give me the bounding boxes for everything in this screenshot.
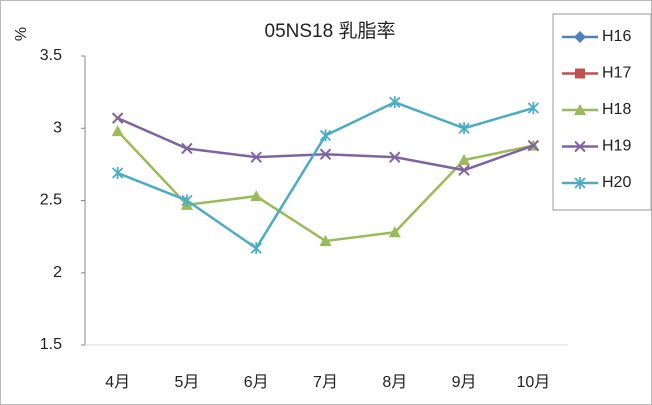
legend-marker	[575, 68, 585, 79]
x-tick-label: 7月	[313, 374, 338, 391]
y-tick-label: 3.5	[40, 47, 62, 64]
y-axis-label: %	[13, 27, 30, 41]
legend-label: H16	[602, 28, 631, 45]
chart-title: 05NS18 乳脂率	[265, 20, 396, 42]
x-tick-label: 8月	[382, 374, 407, 391]
y-tick-label: 2	[53, 264, 62, 281]
legend-label: H20	[602, 174, 631, 191]
legend-marker	[574, 177, 586, 189]
marker	[181, 194, 193, 207]
marker	[319, 234, 332, 246]
marker	[527, 139, 540, 152]
legend-marker	[574, 31, 586, 43]
legend-label: H17	[602, 65, 631, 82]
y-tick-label: 1.5	[40, 336, 62, 353]
legend-label: H18	[602, 101, 631, 118]
marker	[111, 112, 124, 124]
marker	[250, 151, 262, 163]
marker	[389, 151, 401, 163]
legend-box	[552, 13, 652, 211]
x-tick-label: 4月	[105, 374, 130, 391]
marker	[458, 122, 470, 135]
marker	[319, 148, 332, 160]
x-tick-label: 9月	[452, 374, 477, 391]
x-tick-label: 6月	[244, 374, 269, 391]
marker	[319, 129, 332, 142]
marker	[527, 102, 539, 115]
marker	[389, 96, 401, 109]
legend-label: H19	[602, 138, 631, 155]
marker	[112, 167, 124, 180]
marker	[181, 142, 193, 155]
marker	[250, 242, 262, 255]
x-tick-label: 5月	[174, 374, 199, 391]
y-tick-label: 2.5	[40, 192, 62, 209]
legend-marker	[574, 104, 586, 115]
marker	[458, 154, 471, 166]
y-tick-label: 3	[53, 119, 62, 136]
marker	[458, 164, 470, 176]
x-tick-label: 10月	[516, 374, 550, 391]
marker	[388, 226, 401, 238]
legend-marker	[574, 140, 586, 153]
marker	[111, 125, 124, 137]
marker	[250, 190, 263, 202]
